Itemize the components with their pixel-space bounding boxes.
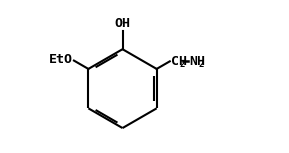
Text: 2: 2 bbox=[199, 60, 204, 69]
Text: NH: NH bbox=[189, 55, 205, 68]
Text: OH: OH bbox=[114, 17, 131, 30]
Text: CH: CH bbox=[171, 55, 186, 68]
Text: 2: 2 bbox=[180, 60, 185, 69]
Text: EtO: EtO bbox=[49, 53, 73, 66]
